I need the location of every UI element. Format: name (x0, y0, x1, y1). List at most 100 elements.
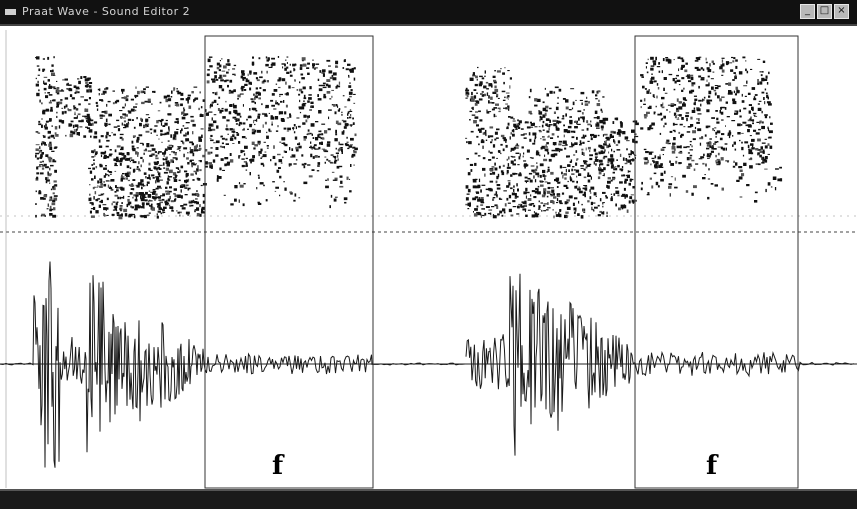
spectrogram-cell (103, 167, 107, 170)
spectrogram-cell (114, 191, 117, 193)
spectrogram-cell (487, 111, 492, 113)
spectrogram-cell (495, 103, 499, 106)
spectrogram-cell (151, 153, 155, 156)
spectrogram-cell (224, 157, 229, 160)
spectrogram-cell (646, 194, 650, 196)
signal-canvas[interactable]: f f (0, 26, 857, 489)
spectrogram-cell (138, 161, 140, 165)
spectrogram-cell (146, 123, 150, 125)
spectrogram-cell (703, 96, 706, 99)
spectrogram-cell (707, 69, 712, 73)
spectrogram-cell (580, 165, 584, 167)
system-menu-icon[interactable] (5, 9, 16, 15)
spectrogram-cell (640, 99, 643, 102)
spectrogram-cell (68, 123, 73, 127)
spectrogram-cell (502, 148, 505, 152)
spectrogram-cell (68, 84, 72, 86)
spectrogram-cell (165, 167, 169, 171)
spectrogram-cell (155, 157, 159, 160)
spectrogram-cell (338, 108, 341, 111)
spectrogram-cell (135, 194, 139, 197)
spectrogram-cell (286, 92, 289, 94)
spectrogram-cell (753, 96, 756, 100)
spectrogram-cell (577, 123, 581, 125)
spectrogram-cell (759, 150, 763, 153)
spectrogram-cell (121, 178, 125, 180)
spectrogram-cell (85, 118, 89, 120)
spectrogram-cell (759, 71, 762, 73)
spectrogram-cell (569, 175, 571, 178)
spectrogram-cell (643, 157, 645, 160)
spectrogram-cell (663, 87, 665, 91)
spectrogram-cell (525, 214, 528, 217)
spectrogram-cell (713, 143, 717, 145)
spectrogram-cell (58, 119, 62, 123)
spectrogram-cell (587, 123, 591, 126)
spectrogram-cell (53, 87, 57, 90)
spectrogram-cell (47, 92, 50, 94)
spectrogram-cell (761, 142, 766, 144)
spectrogram-cell (706, 142, 710, 144)
spectrogram-cell (219, 74, 222, 78)
spectrogram-cell (722, 63, 725, 67)
spectrogram-cell (719, 98, 722, 102)
minimize-button[interactable]: _ (800, 4, 815, 19)
spectrogram-cell (706, 102, 711, 105)
spectrogram-cell (536, 150, 539, 154)
spectrogram-cell (288, 163, 292, 166)
spectrogram-cell (310, 123, 315, 127)
spectrogram-cell (734, 110, 739, 112)
spectrogram-cell (196, 207, 200, 211)
spectrogram-cell (488, 209, 493, 211)
spectrogram-cell (530, 165, 535, 167)
spectrogram-cell (547, 182, 551, 185)
spectrogram-cell (98, 194, 102, 196)
spectrogram-cell (239, 121, 242, 125)
spectrogram-cell (83, 76, 87, 78)
maximize-button[interactable]: □ (817, 4, 832, 19)
spectrogram-cell (748, 110, 751, 114)
spectrogram-cell (213, 142, 216, 144)
spectrogram-cell (166, 181, 169, 185)
spectrogram-cell (550, 137, 554, 139)
spectrogram-cell (685, 62, 688, 65)
spectrogram-cell (535, 187, 538, 190)
spectrogram-cell (542, 120, 545, 124)
spectrogram-cell (552, 193, 555, 196)
spectrogram-cell (653, 111, 656, 115)
spectrogram-cell (302, 102, 307, 105)
spectrogram-cell (307, 129, 310, 132)
spectrogram-cell (50, 188, 52, 191)
spectrogram-cell (504, 96, 506, 99)
close-button[interactable]: × (834, 4, 849, 19)
spectrogram-cell (173, 177, 177, 179)
spectrogram-cell (174, 102, 179, 104)
spectrogram-cell (237, 98, 239, 100)
spectrogram-cell (325, 185, 329, 189)
spectrogram-cell (313, 68, 316, 70)
spectrogram-cell (758, 128, 761, 131)
spectrogram-cell (648, 89, 650, 92)
spectrogram-cell (507, 70, 510, 72)
spectrogram-cell (557, 116, 560, 119)
spectrogram-cell (598, 167, 602, 171)
spectrogram-cell (101, 111, 106, 113)
spectrogram-cell (213, 71, 218, 74)
spectrogram-cell (191, 165, 193, 168)
spectrogram-cell (540, 202, 543, 204)
spectrogram-cell (47, 79, 50, 82)
spectrogram-cell (73, 85, 77, 88)
spectrogram-cell (610, 193, 613, 195)
spectrogram-cell (230, 90, 234, 94)
spectrogram-cell (282, 138, 286, 140)
spectrogram-cell (495, 193, 497, 196)
spectrogram-cell (496, 194, 498, 197)
spectrogram-cell (541, 180, 543, 183)
spectrogram-cell (592, 202, 596, 204)
spectrogram-cell (148, 162, 151, 166)
spectrogram-cell (494, 138, 497, 141)
spectrogram-cell (558, 200, 562, 203)
spectrogram-cell (714, 184, 718, 187)
spectrogram-cell (689, 140, 692, 143)
spectrogram-cell (642, 85, 645, 89)
